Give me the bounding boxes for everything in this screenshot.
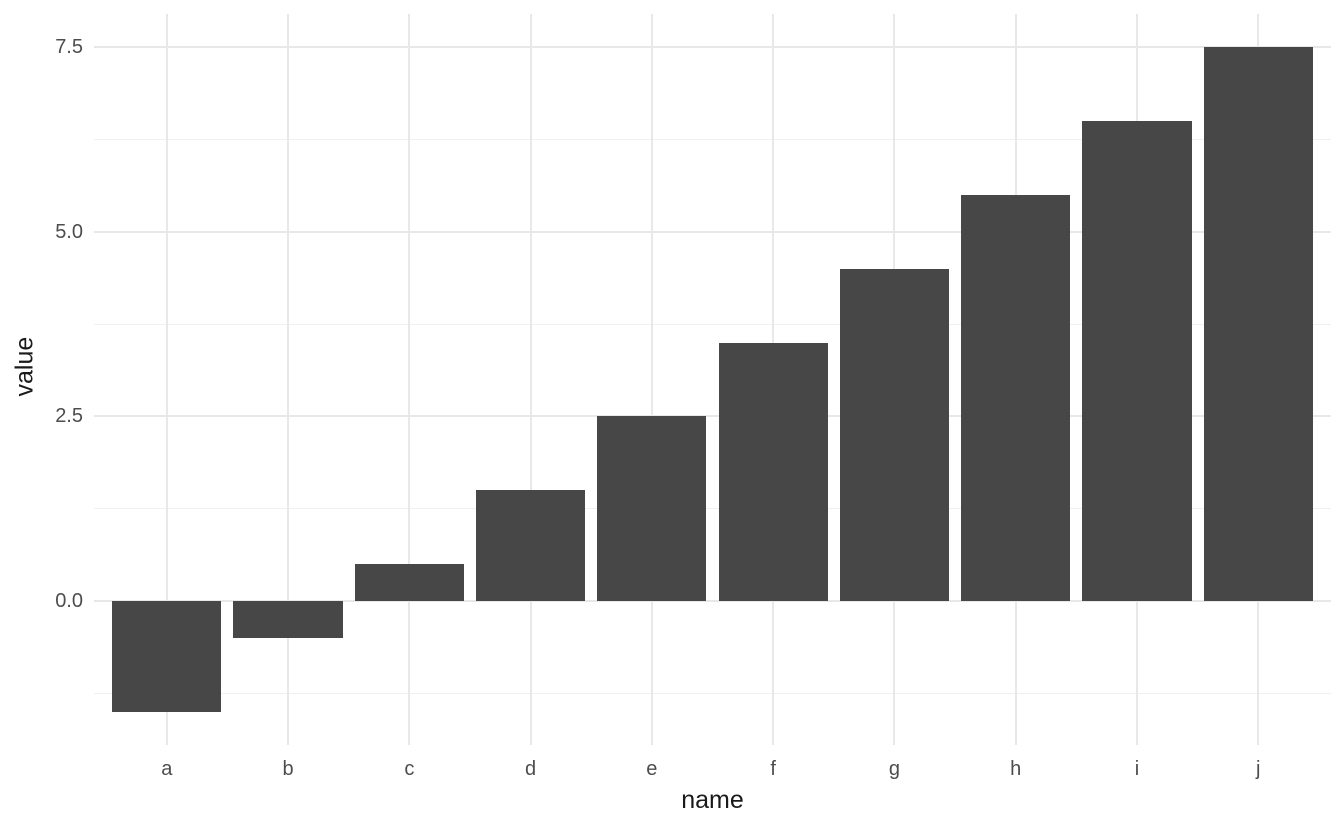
gridline-major-vertical (529, 14, 532, 745)
x-axis-title: name (681, 786, 744, 814)
x-tick-label: h (1010, 758, 1022, 780)
y-tick-label: 0.0 (55, 590, 83, 612)
bar (718, 342, 828, 601)
y-axis-title: value (10, 336, 39, 396)
x-tick-label: j (1256, 758, 1261, 780)
bar (233, 601, 343, 638)
x-tick-label: c (404, 758, 415, 780)
gridline-major-horizontal (94, 600, 1331, 602)
y-tick-label: 7.5 (55, 36, 83, 59)
gridline-major-horizontal (94, 415, 1331, 418)
bar (961, 194, 1071, 601)
x-tick-label: g (888, 758, 900, 780)
gridline-minor-horizontal (94, 692, 1331, 694)
bar (1082, 121, 1192, 601)
x-tick-label: a (161, 758, 173, 780)
gridline-major-vertical (165, 14, 168, 745)
bar (112, 601, 222, 712)
bar (839, 268, 949, 601)
bar (1203, 47, 1313, 601)
gridline-major-horizontal (94, 230, 1331, 233)
y-tick-label: 5.0 (55, 220, 83, 243)
x-tick-label: f (770, 758, 776, 780)
bar (597, 416, 707, 601)
gridline-major-vertical (650, 14, 653, 745)
gridline-major-horizontal (94, 46, 1331, 49)
y-tick-label: 2.5 (55, 405, 83, 428)
gridline-minor-horizontal (94, 323, 1331, 325)
x-tick-label: e (646, 758, 658, 780)
x-tick-label: i (1134, 758, 1140, 780)
gridline-major-vertical (287, 14, 290, 745)
bar (354, 564, 464, 601)
x-tick-label: b (282, 758, 294, 780)
gridline-minor-horizontal (94, 508, 1331, 510)
plot-panel (94, 14, 1331, 745)
gridline-minor-horizontal (94, 139, 1331, 141)
x-tick-label: d (525, 758, 537, 780)
bar (476, 490, 586, 601)
gridline-major-vertical (408, 14, 411, 745)
